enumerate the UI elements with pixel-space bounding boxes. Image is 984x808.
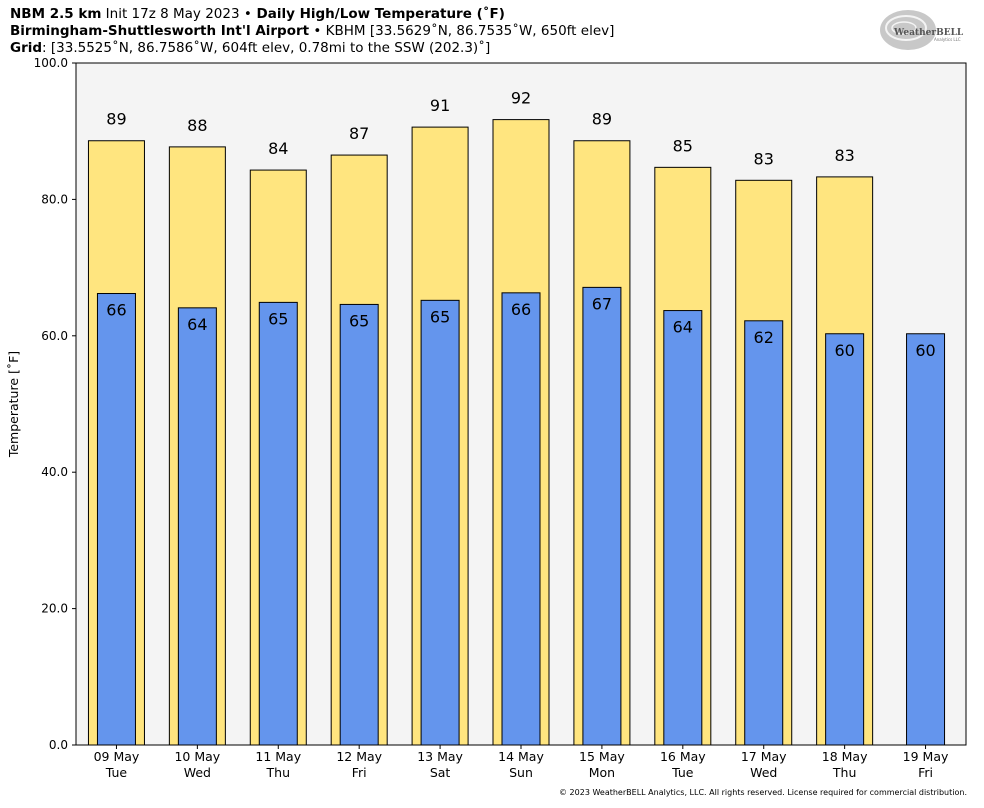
x-tick-label-date: 12 May	[336, 749, 382, 764]
y-tick-label: 60.0	[41, 329, 68, 343]
x-tick-label-date: 19 May	[903, 749, 949, 764]
chart-title: Daily High/Low Temperature (˚F)	[251, 6, 505, 22]
y-tick-label: 100.0	[34, 56, 68, 70]
header-separator: •	[243, 6, 252, 22]
grid-label: Grid	[10, 40, 43, 56]
x-tick-label-day: Wed	[750, 765, 777, 780]
copyright-notice: © 2023 WeatherBELL Analytics, LLC. All r…	[559, 788, 967, 797]
low-temp-bar	[825, 333, 865, 746]
high-temp-label: 89	[106, 110, 126, 129]
low-temp-bar	[339, 303, 379, 746]
chart-header-line-3: Grid: [33.5525˚N, 86.7586˚W, 604ft elev,…	[10, 40, 490, 57]
y-tick-label: 80.0	[41, 192, 68, 206]
logo-text: WeatherBELL	[893, 28, 964, 38]
low-temp-label: 60	[834, 341, 854, 360]
y-tick-label: 40.0	[41, 465, 68, 479]
chart-header-line-1: NBM 2.5 km Init 17z 8 May 2023 • Daily H…	[10, 6, 505, 23]
weatherbell-logo: WeatherBELL Analytics LLC	[880, 10, 964, 50]
high-temp-label: 87	[349, 124, 369, 143]
high-temp-label: 91	[430, 96, 450, 115]
x-tick-label-date: 16 May	[660, 749, 706, 764]
model-name: NBM 2.5 km	[10, 6, 102, 22]
x-tick-label-day: Tue	[105, 765, 128, 780]
low-temp-bar	[258, 301, 298, 746]
low-temp-bar	[906, 333, 946, 746]
logo-subtext: Analytics LLC	[934, 37, 961, 42]
x-tick-label-day: Tue	[671, 765, 694, 780]
low-temp-label: 65	[268, 309, 288, 328]
x-tick-label-date: 15 May	[579, 749, 625, 764]
x-tick-label-day: Thu	[832, 765, 856, 780]
low-temp-bar	[663, 310, 703, 746]
low-temp-label: 64	[673, 318, 693, 337]
x-tick-label-day: Fri	[352, 765, 367, 780]
x-tick-label-day: Wed	[184, 765, 211, 780]
low-temp-bar	[96, 293, 136, 746]
x-tick-label-day: Fri	[918, 765, 933, 780]
x-tick-label-date: 18 May	[822, 749, 868, 764]
low-temp-bar	[177, 307, 217, 746]
low-temp-bar	[501, 292, 541, 746]
low-temp-bar	[744, 320, 784, 746]
high-temp-label: 84	[268, 139, 288, 158]
chart-header-line-2: Birmingham-Shuttlesworth Int'l Airport •…	[10, 23, 614, 40]
high-temp-label: 85	[673, 136, 693, 155]
low-temp-label: 60	[915, 341, 935, 360]
x-tick-label-date: 14 May	[498, 749, 544, 764]
low-temp-label: 66	[511, 300, 531, 319]
high-temp-label: 83	[754, 149, 774, 168]
y-tick-label: 20.0	[41, 602, 68, 616]
x-tick-label-day: Mon	[589, 765, 615, 780]
x-tick-label-day: Sat	[430, 765, 451, 780]
header-separator: •	[309, 23, 326, 39]
station-info: KBHM [33.5629˚N, 86.7535˚W, 650ft elev]	[325, 23, 615, 39]
x-tick-label-day: Thu	[266, 765, 290, 780]
y-axis-label: Temperature [˚F]	[6, 351, 21, 458]
low-temp-bar	[420, 299, 460, 746]
station-name: Birmingham-Shuttlesworth Int'l Airport	[10, 23, 310, 39]
x-tick-label-date: 09 May	[94, 749, 140, 764]
low-temp-label: 65	[430, 307, 450, 326]
high-temp-label: 88	[187, 116, 207, 135]
x-tick-label-date: 11 May	[255, 749, 301, 764]
x-tick-label-date: 17 May	[741, 749, 787, 764]
low-temp-label: 64	[187, 315, 207, 334]
init-time: Init 17z 8 May 2023	[101, 6, 244, 22]
x-tick-label-day: Sun	[509, 765, 533, 780]
low-temp-bar	[582, 286, 622, 746]
high-temp-label: 83	[834, 146, 854, 165]
low-temp-label: 67	[592, 294, 612, 313]
grid-info: : [33.5525˚N, 86.7586˚W, 604ft elev, 0.7…	[42, 40, 491, 56]
plot-frame	[75, 62, 967, 746]
x-tick-label-date: 13 May	[417, 749, 463, 764]
low-temp-label: 65	[349, 311, 369, 330]
y-tick-label: 0.0	[49, 738, 68, 752]
low-temp-label: 66	[106, 301, 126, 320]
high-temp-label: 89	[592, 110, 612, 129]
x-tick-label-date: 10 May	[174, 749, 220, 764]
high-temp-label: 92	[511, 89, 531, 108]
low-temp-label: 62	[754, 328, 774, 347]
